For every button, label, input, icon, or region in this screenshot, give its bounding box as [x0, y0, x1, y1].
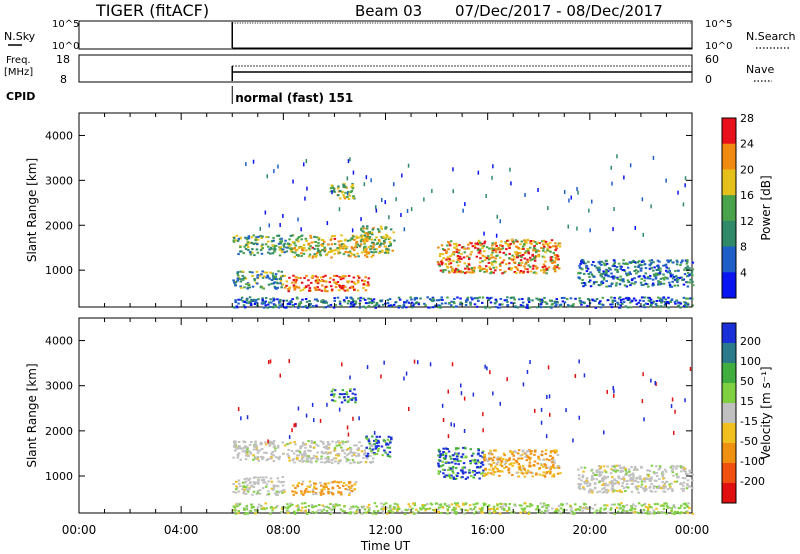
colorbar-tick: 24	[740, 138, 754, 151]
nave-tick-bottom: 0	[705, 73, 712, 86]
x-tick-label: 00:00	[675, 523, 710, 537]
y-axis-label: Slant Range [km]	[25, 363, 39, 467]
y-tick-label: 3000	[45, 380, 73, 393]
y-tick-label: 2000	[45, 425, 73, 438]
x-tick-label: 00:00	[62, 523, 97, 537]
colorbar-segment	[722, 423, 736, 444]
colorbar-tick: -15	[740, 415, 758, 428]
cpid-label: CPID	[6, 90, 35, 103]
colorbar-tick: 8	[740, 241, 747, 254]
colorbar-tick: 100	[740, 355, 761, 368]
colorbar-label: Power [dB]	[759, 175, 773, 240]
colorbar-segment	[722, 169, 736, 196]
colorbar-tick: 200	[740, 335, 761, 348]
cpid-text: normal (fast) 151	[235, 91, 353, 105]
nave-label: Nave	[746, 63, 774, 76]
colorbar-segment	[722, 246, 736, 273]
nsearch-tick-bottom: 10^0	[705, 41, 732, 52]
y-tick-label: 1000	[45, 470, 73, 483]
y-tick-label: 4000	[45, 129, 73, 142]
echo-cells	[232, 359, 694, 515]
colorbar-segment	[722, 443, 736, 464]
nsky-panel	[78, 20, 693, 50]
panel-frame	[78, 112, 693, 308]
y-tick-label: 1000	[45, 264, 73, 277]
x-axis-label: Time UT	[360, 539, 411, 553]
radar-title: TIGER (fitACF)	[95, 1, 209, 20]
x-tick-label: 12:00	[368, 523, 403, 537]
x-tick-label: 16:00	[470, 523, 505, 537]
colorbar-segment	[722, 463, 736, 484]
colorbar-segment	[722, 118, 736, 145]
nsky-trace	[231, 22, 692, 49]
freq-panel	[78, 54, 693, 83]
nsearch-tick-top: 10^5	[705, 19, 732, 30]
nsky-tick-bottom: 10^0	[52, 41, 79, 52]
colorbar-tick: 16	[740, 189, 754, 202]
colorbar-tick: 15	[740, 395, 754, 408]
freq-tick-top: 18	[56, 53, 70, 66]
nsearch-label: N.Search	[746, 30, 796, 43]
freq-label: Freq.	[6, 55, 31, 66]
echo-cells	[232, 154, 695, 309]
date-range: 07/Dec/2017 - 08/Dec/2017	[455, 2, 663, 20]
colorbar-tick: 4	[740, 266, 747, 279]
y-tick-label: 4000	[45, 335, 73, 348]
colorbar-segment	[722, 363, 736, 384]
colorbar-segment	[722, 483, 736, 504]
power-panel: 1000 2000 3000 4000 Slant Range [km] 4 8 12 16 20…	[25, 112, 773, 309]
x-tick-label: 08:00	[266, 523, 301, 537]
colorbar-segment	[722, 195, 736, 222]
colorbar-segment	[722, 272, 736, 299]
colorbar-segment	[722, 220, 736, 248]
freq-trace	[231, 65, 692, 81]
colorbar-tick: 20	[740, 163, 754, 176]
colorbar-tick: 50	[740, 375, 754, 388]
nsky-tick-top: 10^5	[52, 19, 79, 30]
y-tick-label: 3000	[45, 174, 73, 187]
colorbar-tick: -200	[740, 475, 765, 488]
colorbar-segment	[722, 403, 736, 424]
beam-label: Beam 03	[355, 2, 422, 20]
colorbar-segment	[722, 383, 736, 404]
colorbar-segment	[722, 343, 736, 364]
colorbar-tick: -100	[740, 455, 765, 468]
x-tick-label: 20:00	[573, 523, 608, 537]
colorbar-tick: 28	[740, 112, 754, 125]
colorbar-label: Velocity [m s⁻¹]	[759, 366, 773, 459]
velocity-panel: 1000 2000 3000 4000 Slant Range [km] 200 100 50…	[25, 317, 773, 553]
nave-tick-top: 60	[705, 53, 719, 66]
x-tick-label: 04:00	[164, 523, 199, 537]
y-tick-label: 2000	[45, 219, 73, 232]
freq-tick-bottom: 8	[60, 73, 67, 86]
colorbar-tick: 12	[740, 215, 754, 228]
nsky-label: N.Sky	[4, 30, 36, 43]
colorbar-segment	[722, 143, 736, 170]
colorbar-tick: -50	[740, 435, 758, 448]
colorbar-segment	[722, 323, 736, 344]
freq-unit: [MHz]	[4, 67, 33, 78]
y-axis-label: Slant Range [km]	[25, 158, 39, 262]
panel-frame	[78, 317, 693, 514]
